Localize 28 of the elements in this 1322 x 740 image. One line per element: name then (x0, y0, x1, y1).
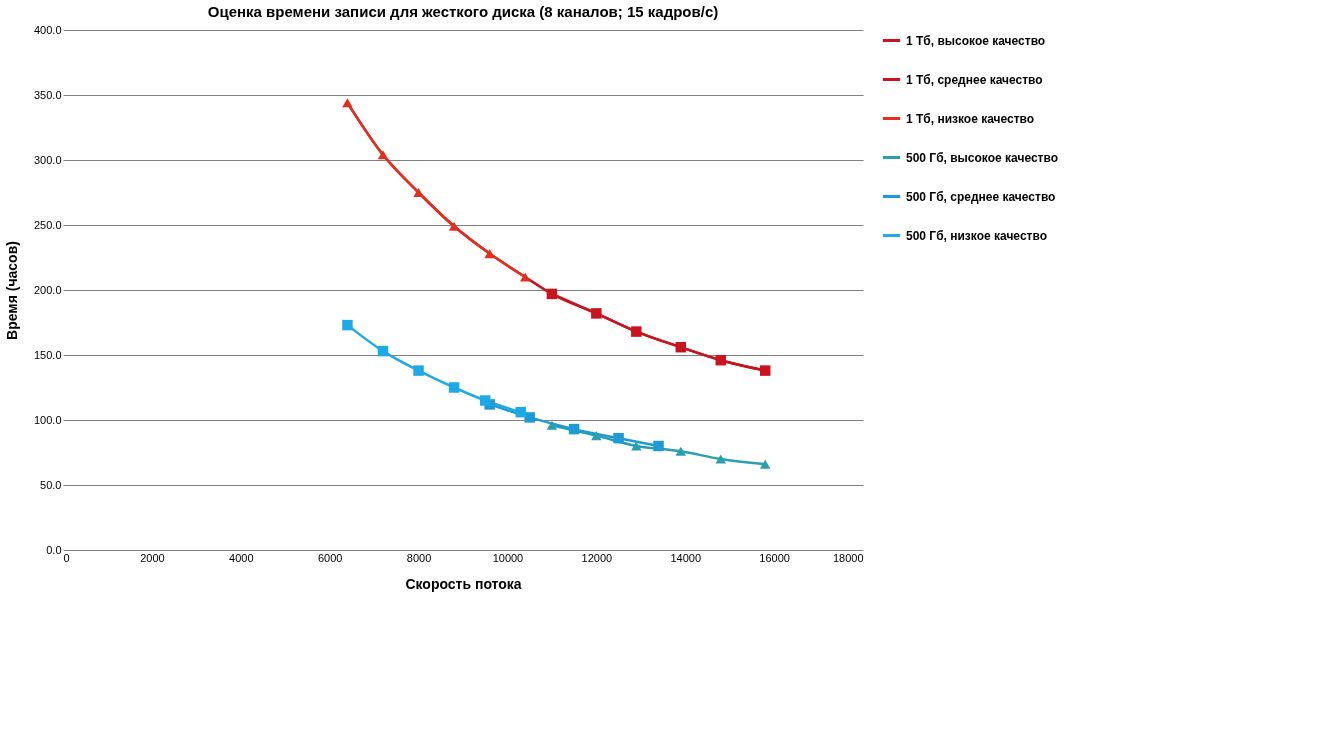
y-tick-label: 100.0 (33, 413, 62, 426)
x-tick-label: 2000 (140, 551, 165, 564)
y-tick-label: 400.0 (33, 23, 62, 36)
y-tick-label: 50.0 (40, 478, 62, 491)
legend-label: 500 Гб, среднее качество (906, 189, 1056, 204)
x-tick-label: 18000 (832, 551, 864, 564)
x-tick-label: 4000 (229, 551, 254, 564)
x-tick-label: 0 (63, 551, 70, 564)
x-tick-label: 16000 (759, 551, 790, 564)
chart-title: Оценка времени записи для жесткого диска (8 каналов; 15 кадров/с) (207, 3, 719, 20)
y-tick-label: 200.0 (33, 283, 62, 296)
legend-label: 1 Тб, высокое качество (906, 33, 1046, 48)
x-axis-title: Скорость потока (405, 575, 522, 592)
x-tick-label: 6000 (317, 551, 343, 564)
y-tick-label: 250.0 (33, 218, 62, 231)
y-tick-label: 150.0 (33, 348, 62, 361)
legend-label: 500 Гб, высокое качество (906, 150, 1059, 165)
y-tick-label: 300.0 (33, 153, 62, 166)
x-tick-label: 8000 (406, 551, 432, 564)
y-tick-label: 0.0 (46, 543, 62, 556)
x-tick-label: 14000 (670, 551, 702, 564)
y-tick-label: 350.0 (33, 88, 62, 101)
x-tick-label: 10000 (492, 551, 524, 564)
legend-label: 1 Тб, низкое качество (906, 111, 1035, 126)
legend-label: 1 Тб, среднее качество (906, 72, 1043, 87)
y-axis-title: Время (часов) (3, 241, 20, 340)
x-tick-label: 12000 (581, 551, 613, 564)
legend-label: 500 Гб, низкое качество (906, 228, 1047, 243)
